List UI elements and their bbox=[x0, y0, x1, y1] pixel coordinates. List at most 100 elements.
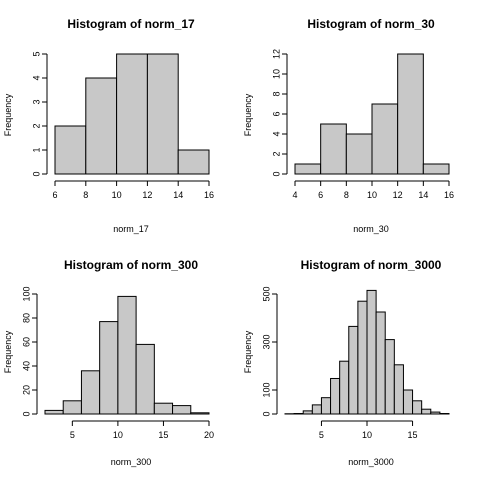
histogram-bar bbox=[402, 389, 414, 415]
histogram-bar bbox=[85, 77, 118, 175]
histogram-bar bbox=[117, 295, 137, 415]
x-tick-label: 14 bbox=[173, 190, 183, 200]
x-tick-label: 6 bbox=[318, 190, 323, 200]
histogram-bar bbox=[371, 103, 399, 175]
bars bbox=[54, 53, 210, 175]
histogram-bar bbox=[357, 300, 368, 415]
histogram-bar bbox=[366, 289, 377, 415]
histogram-bar bbox=[80, 370, 101, 415]
histogram-bar bbox=[412, 400, 423, 415]
x-tick-label: 10 bbox=[362, 430, 372, 440]
x-tick-label: 12 bbox=[393, 190, 403, 200]
x-tick-label: 6 bbox=[52, 190, 57, 200]
y-tick-label: 2 bbox=[31, 123, 41, 128]
panel-norm-30: Histogram of norm_30 norm_30 Frequency 4… bbox=[243, 17, 454, 234]
chart-title: Histogram of norm_300 bbox=[64, 258, 198, 272]
bars bbox=[44, 295, 210, 415]
y-axis: 0 2 4 6 8 10 12 bbox=[271, 49, 288, 177]
x-axis-label: norm_300 bbox=[111, 457, 152, 467]
histogram-bar bbox=[62, 400, 82, 415]
x-axis: 6 8 10 12 14 16 bbox=[52, 180, 214, 200]
y-axis: 0 1 2 3 4 5 bbox=[31, 51, 48, 177]
x-tick-label: 4 bbox=[292, 190, 297, 200]
x-tick-label: 20 bbox=[204, 430, 214, 440]
histogram-bar bbox=[302, 410, 313, 415]
bars bbox=[284, 289, 450, 415]
histogram-bar bbox=[146, 53, 179, 175]
y-tick-label: 0 bbox=[21, 411, 31, 416]
x-tick-label: 15 bbox=[158, 430, 168, 440]
y-tick-label: 0 bbox=[31, 171, 41, 176]
y-tick-label: 100 bbox=[21, 286, 31, 301]
y-axis-label: Frequency bbox=[243, 330, 253, 373]
y-axis: 0 100 300 500 bbox=[261, 286, 278, 417]
y-tick-label: 4 bbox=[31, 75, 41, 80]
chart-title: Histogram of norm_30 bbox=[307, 17, 435, 31]
x-tick-label: 5 bbox=[319, 430, 324, 440]
histogram-bar bbox=[172, 405, 192, 415]
histogram-bar bbox=[153, 402, 174, 415]
panel-norm-3000: Histogram of norm_3000 norm_3000 Frequen… bbox=[243, 258, 450, 467]
y-tick-label: 10 bbox=[271, 69, 281, 79]
histogram-bar bbox=[135, 343, 155, 415]
y-tick-label: 40 bbox=[21, 361, 31, 371]
y-tick-label: 5 bbox=[31, 51, 41, 56]
histogram-bar bbox=[345, 133, 373, 175]
y-tick-label: 3 bbox=[31, 99, 41, 104]
histogram-bar bbox=[44, 409, 64, 415]
y-tick-label: 80 bbox=[21, 313, 31, 323]
histogram-bar bbox=[430, 411, 441, 415]
y-tick-label: 0 bbox=[261, 411, 271, 416]
histogram-bar bbox=[294, 163, 322, 175]
x-axis: 5 10 15 20 bbox=[70, 420, 214, 440]
bars bbox=[294, 53, 450, 175]
histogram-bar bbox=[320, 397, 332, 415]
x-tick-label: 5 bbox=[70, 430, 75, 440]
y-axis-label: Frequency bbox=[3, 330, 13, 373]
x-axis-label: norm_30 bbox=[353, 224, 389, 234]
histogram-bar bbox=[311, 404, 322, 415]
y-tick-label: 4 bbox=[271, 131, 281, 136]
histogram-bar bbox=[348, 325, 359, 415]
y-tick-label: 100 bbox=[261, 382, 271, 397]
y-tick-label: 20 bbox=[21, 385, 31, 395]
x-tick-label: 10 bbox=[367, 190, 377, 200]
histogram-bar bbox=[116, 53, 148, 175]
x-axis: 4 6 8 10 12 14 16 bbox=[292, 180, 454, 200]
histogram-bar bbox=[177, 149, 210, 175]
y-tick-label: 1 bbox=[31, 147, 41, 152]
panel-norm-300: Histogram of norm_300 norm_300 Frequency… bbox=[3, 258, 214, 467]
histogram-bar bbox=[320, 123, 347, 175]
histogram-bar bbox=[99, 321, 119, 415]
histogram-bar bbox=[397, 53, 424, 175]
y-tick-label: 300 bbox=[261, 334, 271, 349]
y-axis-label: Frequency bbox=[243, 93, 253, 136]
y-axis-label: Frequency bbox=[3, 93, 13, 136]
histogram-bar bbox=[190, 412, 210, 415]
x-tick-label: 10 bbox=[112, 190, 122, 200]
y-tick-label: 60 bbox=[21, 337, 31, 347]
y-tick-label: 2 bbox=[271, 151, 281, 156]
x-axis: 5 10 15 bbox=[319, 420, 418, 440]
y-tick-label: 6 bbox=[271, 111, 281, 116]
x-tick-label: 8 bbox=[83, 190, 88, 200]
x-tick-label: 14 bbox=[418, 190, 428, 200]
histogram-bar bbox=[330, 377, 341, 415]
histogram-bar bbox=[339, 360, 350, 415]
x-tick-label: 15 bbox=[408, 430, 418, 440]
chart-title: Histogram of norm_3000 bbox=[301, 258, 442, 272]
y-tick-label: 0 bbox=[271, 171, 281, 176]
histogram-bar bbox=[384, 339, 395, 415]
x-tick-label: 10 bbox=[113, 430, 123, 440]
histogram-bar bbox=[54, 125, 87, 175]
chart-title: Histogram of norm_17 bbox=[67, 17, 195, 31]
x-tick-label: 16 bbox=[444, 190, 454, 200]
x-tick-label: 16 bbox=[204, 190, 214, 200]
histogram-bar bbox=[375, 311, 386, 415]
x-axis-label: norm_3000 bbox=[348, 457, 394, 467]
y-tick-label: 12 bbox=[271, 49, 281, 59]
x-tick-label: 12 bbox=[142, 190, 152, 200]
y-tick-label: 500 bbox=[261, 286, 271, 301]
y-axis: 0 20 40 60 80 100 bbox=[21, 286, 38, 417]
